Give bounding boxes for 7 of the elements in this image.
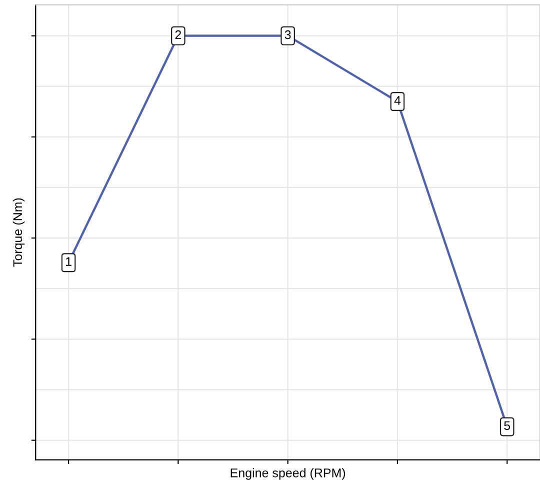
annotation: 2 xyxy=(175,30,182,40)
annotation: 1 xyxy=(66,257,72,266)
y-axis-title: Torque (Nm) xyxy=(12,198,25,267)
annotation: 4 xyxy=(394,96,401,105)
annotation: 5 xyxy=(504,421,510,430)
annotation: 3 xyxy=(284,30,291,40)
x-axis-title: Engine speed (RPM) xyxy=(230,468,346,480)
